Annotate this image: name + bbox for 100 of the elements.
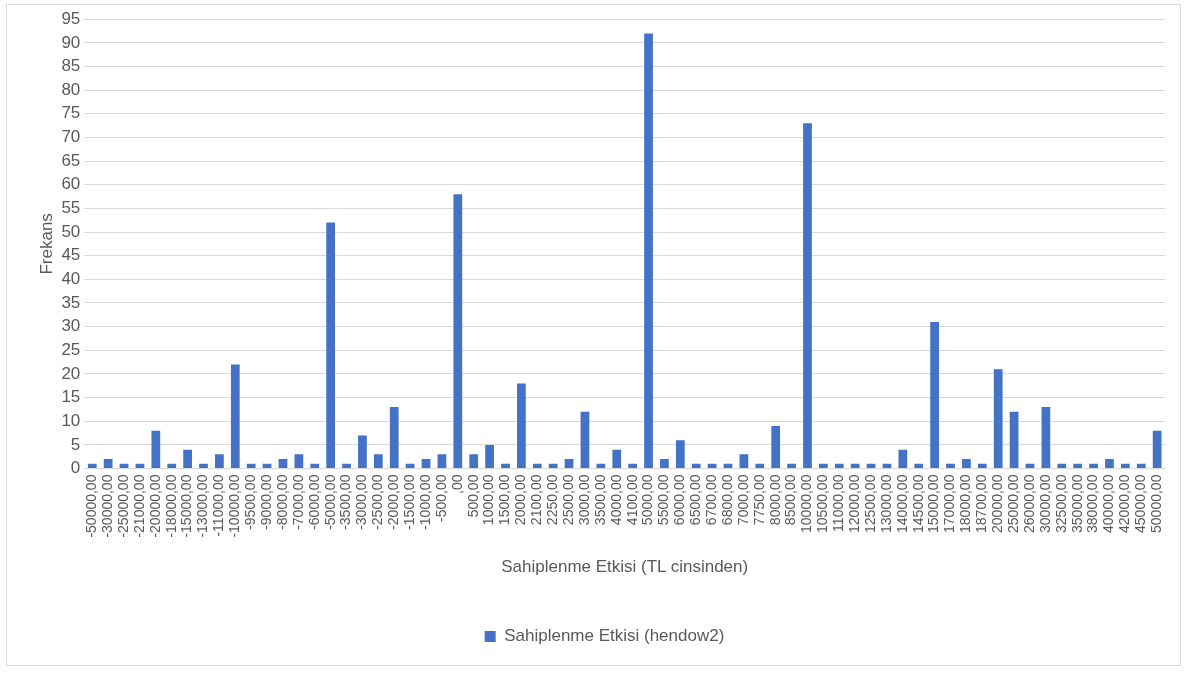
bar [310, 463, 320, 469]
bar [1073, 463, 1083, 469]
y-tick-label: 25 [61, 339, 81, 359]
x-tick-label: 10000,00 [798, 474, 815, 533]
x-tick-label: -9500,00 [242, 474, 259, 530]
bar [691, 463, 701, 469]
y-tick-label: 5 [70, 434, 81, 454]
y-tick-label: 75 [61, 103, 81, 123]
x-tick-label: 3500,00 [591, 474, 608, 526]
bar [771, 425, 781, 469]
bar [564, 459, 574, 469]
bar [326, 222, 336, 469]
legend-label: Sahiplenme Etkisi (hendow2) [504, 626, 725, 646]
bar [453, 194, 463, 469]
x-tick-label: 13000,00 [877, 474, 894, 533]
x-tick-label: 2000,00 [512, 474, 529, 526]
bar [993, 369, 1003, 469]
bar [930, 321, 939, 469]
x-tick-label: 5500,00 [655, 474, 672, 526]
x-tick-label: -3500,00 [337, 474, 354, 530]
x-tick-label: 2250,00 [544, 474, 561, 526]
x-tick-label: -1000,00 [416, 474, 433, 530]
x-tick-label: 5000,00 [639, 474, 656, 526]
bar [389, 407, 399, 469]
bar [469, 454, 479, 469]
bar [342, 463, 351, 469]
bar [421, 459, 431, 469]
bar [644, 33, 653, 469]
y-tick-label: 15 [61, 387, 81, 407]
x-tick-label: -9000,00 [257, 474, 274, 530]
bar [1041, 407, 1051, 469]
x-tick-label: 6800,00 [718, 474, 735, 526]
x-tick-label: 18000,00 [957, 474, 974, 533]
y-tick-label: 20 [61, 363, 81, 383]
x-tick-label: 15000,00 [925, 474, 942, 533]
x-tick-label: 3000,00 [575, 474, 592, 526]
x-tick-label: -1500,00 [400, 474, 417, 530]
bar [580, 411, 590, 469]
y-tick-label: 60 [61, 174, 81, 194]
x-tick-label: 6000,00 [671, 474, 688, 526]
x-tick-label: -7000,00 [289, 474, 306, 530]
bar [246, 463, 256, 469]
x-axis-title: Sahiplenme Etkisi (TL cinsinden) [501, 557, 749, 577]
bar [437, 454, 447, 469]
bar [373, 454, 383, 469]
x-tick-label: 500,00 [464, 474, 481, 518]
x-tick-label: -2500,00 [369, 474, 386, 530]
bar [1057, 463, 1067, 469]
bar [946, 463, 955, 469]
y-tick-label: 50 [61, 221, 81, 241]
x-tick-label: 14500,00 [909, 474, 926, 533]
x-tick-label: 12000,00 [846, 474, 863, 533]
bar [1136, 463, 1146, 469]
x-tick-label: 25000,00 [1004, 474, 1021, 533]
bar [787, 463, 796, 469]
x-tick-label: -13000,00 [194, 474, 211, 538]
bar [834, 463, 844, 469]
x-tick-label: 30000,00 [1036, 474, 1053, 533]
bar [358, 435, 367, 469]
x-tick-label: 20000,00 [989, 474, 1006, 533]
bar [977, 463, 987, 469]
x-tick-label: 35000,00 [1068, 474, 1085, 533]
bar [485, 444, 494, 469]
bar [1089, 463, 1098, 469]
bar [87, 463, 97, 469]
bar [199, 463, 208, 469]
y-axis-title: Frekans [36, 213, 56, 275]
y-tick-label: 35 [61, 292, 81, 312]
bar [532, 463, 542, 469]
bar [612, 449, 622, 469]
x-tick-label: ,00 [448, 474, 465, 495]
bar [803, 123, 812, 469]
x-tick-label: -6000,00 [305, 474, 322, 530]
bar [596, 463, 606, 469]
x-tick-label: 32500,00 [1052, 474, 1069, 533]
x-tick-label: 8000,00 [766, 474, 783, 526]
x-tick-label: 7000,00 [734, 474, 751, 526]
y-tick-label: 80 [61, 79, 81, 99]
bar [675, 440, 685, 469]
bar [278, 459, 288, 469]
bar [1105, 459, 1114, 469]
bar [151, 430, 161, 469]
y-tick-label: 70 [61, 127, 81, 147]
bar [819, 463, 828, 469]
bar [167, 463, 177, 469]
x-tick-label: 17000,00 [941, 474, 958, 533]
x-tick-label: 2500,00 [559, 474, 576, 526]
y-tick-label: 10 [61, 410, 81, 430]
bar [660, 459, 669, 469]
y-tick-label: 0 [70, 458, 81, 478]
bar [1120, 463, 1130, 469]
y-tick-label: 40 [61, 269, 81, 289]
bar [215, 454, 224, 469]
bar [1009, 411, 1019, 469]
x-tick-label: -8000,00 [273, 474, 290, 530]
y-tick-label: 95 [61, 8, 81, 28]
x-tick-label: 42000,00 [1116, 474, 1133, 533]
bar [517, 383, 526, 469]
bar [183, 449, 192, 469]
x-tick-label: -500,00 [432, 474, 449, 523]
